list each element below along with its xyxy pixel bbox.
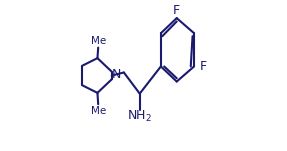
Text: F: F: [173, 4, 180, 17]
Text: Me: Me: [91, 36, 106, 46]
Text: N: N: [111, 68, 121, 81]
Text: NH$_2$: NH$_2$: [127, 109, 152, 124]
Text: Me: Me: [91, 106, 106, 116]
Text: F: F: [199, 60, 206, 73]
